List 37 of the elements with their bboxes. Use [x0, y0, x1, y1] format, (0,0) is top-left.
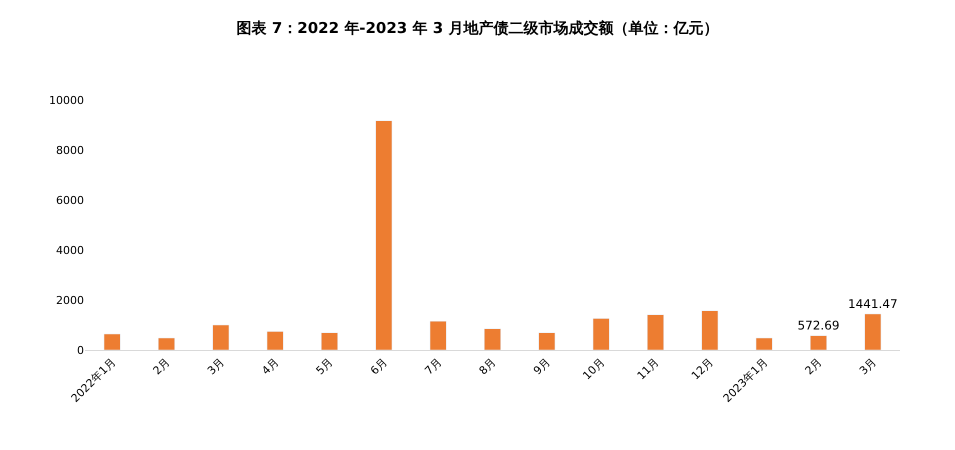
y-tick-label: 8000 [56, 144, 84, 157]
y-tick-label: 6000 [56, 194, 84, 207]
bar [212, 324, 230, 350]
bar [484, 328, 501, 350]
y-tick-label: 0 [77, 344, 84, 357]
bar [538, 332, 556, 350]
bar [864, 314, 882, 350]
x-tick-label: 2月 [150, 356, 173, 378]
x-tick-label: 2月 [802, 356, 825, 378]
bar [266, 331, 284, 350]
x-tick-label: 7月 [422, 356, 444, 378]
x-tick-label: 3月 [204, 356, 227, 378]
x-tick-label: 5月 [314, 356, 336, 378]
bar [158, 338, 175, 350]
bar [592, 318, 610, 350]
bar [701, 310, 718, 350]
bar [104, 334, 121, 350]
bar [810, 335, 827, 350]
x-tick-label: 12月 [688, 356, 716, 382]
y-tick-label: 2000 [56, 294, 84, 307]
data-label: 572.69 [798, 318, 840, 333]
bar [321, 332, 338, 350]
chart-title: 图表 7：2022 年-2023 年 3 月地产债二级市场成交额（单位：亿元） [236, 19, 718, 37]
x-tick-label: 4月 [259, 356, 282, 378]
data-label: 1441.47 [848, 296, 898, 311]
x-tick-label: 3月 [856, 356, 879, 378]
x-tick-label: 10月 [580, 356, 608, 382]
y-tick-label: 10000 [49, 94, 84, 107]
x-tick-label: 6月 [368, 356, 390, 378]
bar [375, 120, 392, 350]
x-tick-label: 11月 [634, 356, 662, 382]
bar [647, 314, 664, 350]
bar [430, 321, 447, 350]
bar [756, 338, 773, 350]
x-tick-label: 9月 [530, 356, 553, 378]
y-tick-label: 4000 [56, 244, 84, 257]
x-tick-label: 8月 [476, 356, 499, 378]
